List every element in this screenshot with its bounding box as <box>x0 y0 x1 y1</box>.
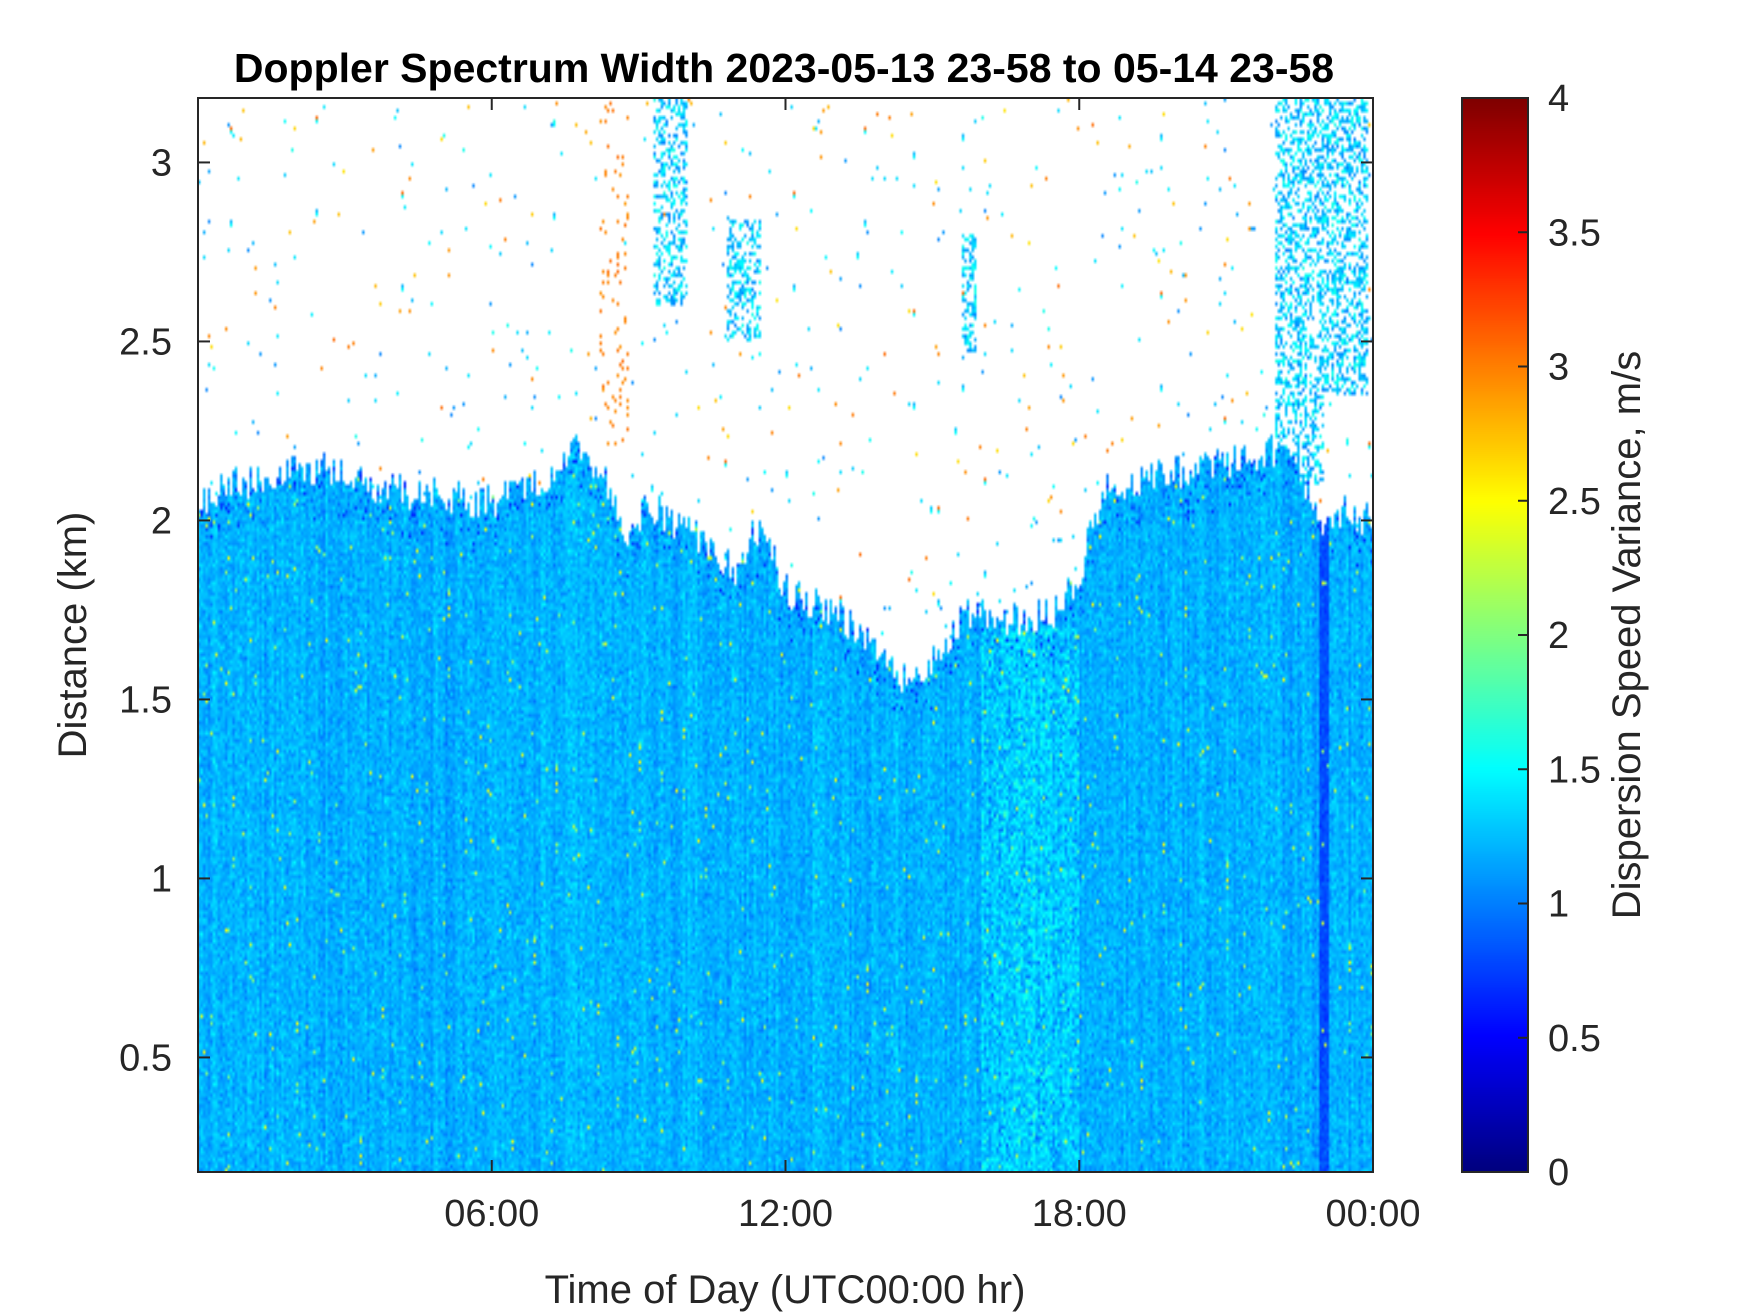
colorbar-tick-label: 0 <box>1548 1152 1569 1194</box>
colorbar-tick-label: 3 <box>1548 347 1569 389</box>
x-tick-label: 06:00 <box>444 1193 539 1235</box>
colorbar-tick-label: 2 <box>1548 615 1569 657</box>
colorbar-gradient <box>1462 98 1528 1172</box>
y-tick-label: 2.5 <box>119 321 172 363</box>
x-tick-label: 12:00 <box>738 1193 833 1235</box>
y-tick-label: 3 <box>151 142 172 184</box>
colorbar-tick-label: 4 <box>1548 78 1569 120</box>
colorbar: 0 0.5 1 1.5 2 2.5 3 3.5 4 <box>1461 78 1601 1194</box>
colorbar-tick-label: 1 <box>1548 884 1569 926</box>
x-tick-label: 00:00 <box>1325 1193 1420 1235</box>
x-axis-title: Time of Day (UTC00:00 hr) <box>545 1268 1026 1312</box>
y-tick-label: 1 <box>151 858 172 900</box>
x-tick-label: 18:00 <box>1032 1193 1127 1235</box>
chart-title: Doppler Spectrum Width 2023-05-13 23-58 … <box>234 45 1334 91</box>
colorbar-title: Dispersion Speed Variance, m/s <box>1605 351 1649 919</box>
x-axis-ticks: 06:00 12:00 18:00 00:00 <box>444 98 1421 1235</box>
y-axis-ticks: 0.5 1 1.5 2 2.5 3 <box>119 142 1373 1079</box>
y-axis-title: Distance (km) <box>51 512 95 759</box>
y-tick-label: 1.5 <box>119 679 172 721</box>
colorbar-tick-label: 1.5 <box>1548 749 1601 791</box>
colorbar-tick-label: 0.5 <box>1548 1018 1601 1060</box>
y-tick-label: 0.5 <box>119 1037 172 1079</box>
heatmap-image <box>198 98 1373 1172</box>
plot-area: 06:00 12:00 18:00 00:00 0.5 1 1.5 2 2.5 3 <box>119 97 1421 1235</box>
colorbar-tick-label: 2.5 <box>1548 481 1601 523</box>
colorbar-tick-label: 3.5 <box>1548 212 1601 254</box>
colorbar-ticks: 0 0.5 1 1.5 2 2.5 3 3.5 4 <box>1518 78 1601 1194</box>
y-tick-label: 2 <box>151 500 172 542</box>
